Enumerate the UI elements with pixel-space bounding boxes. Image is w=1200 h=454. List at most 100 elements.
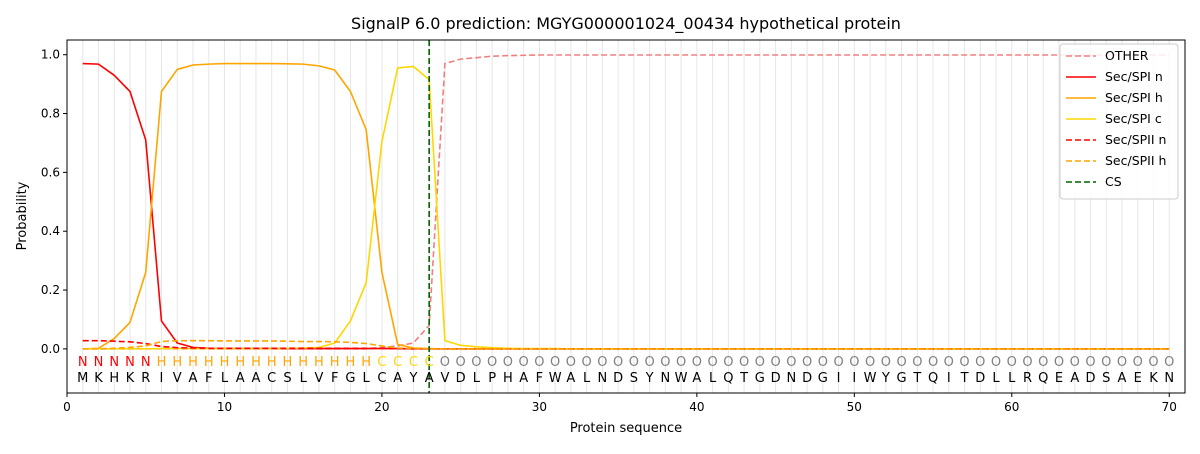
region-label: N xyxy=(125,355,135,370)
y-tick-label: 0.0 xyxy=(41,342,60,356)
residue-label: D xyxy=(771,371,781,386)
residue-label: Y xyxy=(408,371,417,386)
residue-label: G xyxy=(897,371,907,386)
residue-label: A xyxy=(236,371,245,386)
residue-label: V xyxy=(314,371,323,386)
region-label: O xyxy=(1164,355,1174,370)
region-label: O xyxy=(1007,355,1017,370)
legend-label: Sec/SPI c xyxy=(1105,111,1162,126)
residue-label: F xyxy=(536,371,543,386)
residue-label: L xyxy=(1008,371,1016,386)
grid-layer xyxy=(82,40,1170,393)
residue-label: L xyxy=(992,371,1000,386)
region-label: H xyxy=(235,355,245,370)
x-tick-label: 30 xyxy=(532,400,547,414)
region-label: O xyxy=(566,355,576,370)
residue-label: D xyxy=(1086,371,1096,386)
region-label: O xyxy=(991,355,1001,370)
region-label: H xyxy=(298,355,308,370)
region-label: H xyxy=(251,355,261,370)
region-label: O xyxy=(471,355,481,370)
residue-label: T xyxy=(912,371,921,386)
series-layer xyxy=(82,40,1170,393)
residue-label: N xyxy=(786,371,796,386)
region-label: O xyxy=(786,355,796,370)
residue-label: Q xyxy=(928,371,938,386)
residue-label: K xyxy=(94,371,103,386)
region-label: O xyxy=(865,355,875,370)
region-label: H xyxy=(220,355,230,370)
region-label: C xyxy=(409,355,418,370)
residue-label: Q xyxy=(723,371,733,386)
region-label: H xyxy=(346,355,356,370)
residue-label: A xyxy=(519,371,528,386)
residue-label: C xyxy=(267,371,276,386)
residue-label: G xyxy=(345,371,355,386)
region-label: O xyxy=(1054,355,1064,370)
residue-label: D xyxy=(613,371,623,386)
region-label: O xyxy=(1038,355,1048,370)
region-label: H xyxy=(204,355,214,370)
residue-label: L xyxy=(300,371,308,386)
region-label: O xyxy=(739,355,749,370)
residue-label: A xyxy=(1118,371,1127,386)
residue-label: D xyxy=(456,371,466,386)
region-label: O xyxy=(519,355,529,370)
region-label: C xyxy=(425,355,434,370)
residue-label: R xyxy=(1023,371,1032,386)
residue-label: P xyxy=(488,371,496,386)
residue-label: L xyxy=(709,371,717,386)
residue-label: T xyxy=(739,371,748,386)
region-label: O xyxy=(975,355,985,370)
residue-label: S xyxy=(630,371,638,386)
region-label: O xyxy=(802,355,812,370)
region-label: O xyxy=(676,355,686,370)
region-label: H xyxy=(188,355,198,370)
region-label: O xyxy=(959,355,969,370)
region-label: N xyxy=(78,355,88,370)
region-label: O xyxy=(534,355,544,370)
y-tick-label: 0.4 xyxy=(41,224,60,238)
region-label: O xyxy=(1117,355,1127,370)
residue-label: V xyxy=(440,371,449,386)
x-tick-label: 70 xyxy=(1162,400,1177,414)
legend-label: OTHER xyxy=(1105,48,1149,63)
residue-label: N xyxy=(660,371,670,386)
axes-layer: 0 10 20 30 40 50 60 70 0.0 0.2 0.4 0.6 0.8 1.0 xyxy=(41,48,1177,414)
chart-title: SignalP 6.0 prediction: MGYG000001024_00… xyxy=(351,14,901,34)
residue-label: W xyxy=(864,371,877,386)
region-label: H xyxy=(267,355,277,370)
residue-label: G xyxy=(818,371,828,386)
region-label: O xyxy=(912,355,922,370)
region-label: C xyxy=(393,355,402,370)
residue-label: L xyxy=(473,371,481,386)
residue-label: A xyxy=(692,371,701,386)
region-label: O xyxy=(928,355,938,370)
x-tick-label: 20 xyxy=(374,400,389,414)
y-tick-label: 0.6 xyxy=(41,165,60,179)
region-label: N xyxy=(109,355,119,370)
legend-label: Sec/SPII n xyxy=(1105,132,1166,147)
residue-label: K xyxy=(1149,371,1158,386)
residue-label: I xyxy=(947,371,951,386)
region-label: O xyxy=(660,355,670,370)
region-label: O xyxy=(1085,355,1095,370)
region-label: N xyxy=(94,355,104,370)
residue-label: L xyxy=(583,371,591,386)
region-label: H xyxy=(172,355,182,370)
series-line-5 xyxy=(82,339,1170,350)
region-label: O xyxy=(487,355,497,370)
residue-label: H xyxy=(109,371,119,386)
residue-label: C xyxy=(377,371,386,386)
region-label: H xyxy=(157,355,167,370)
x-tick-label: 10 xyxy=(217,400,232,414)
residue-label: T xyxy=(960,371,969,386)
region-label: O xyxy=(550,355,560,370)
region-label: O xyxy=(833,355,843,370)
region-label: O xyxy=(1101,355,1111,370)
residue-label: I xyxy=(160,371,164,386)
